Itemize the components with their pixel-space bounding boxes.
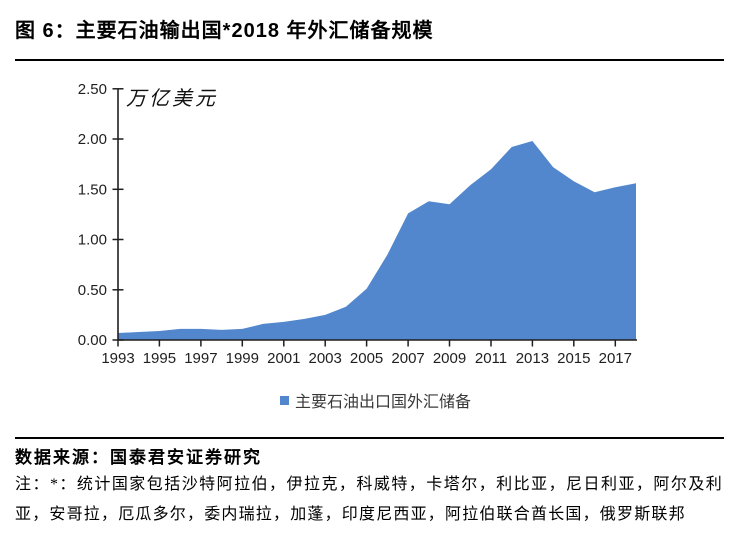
y-tick-label: 0.50: [78, 282, 107, 299]
y-tick-label: 0.00: [78, 332, 107, 349]
plot-svg: 0.00 0.50 1.00 1.50 2.00 2.50 1993 1995 1997 1999…: [78, 81, 637, 367]
blue-square-icon: [279, 395, 289, 405]
x-tick-label: 2003: [309, 350, 342, 367]
x-tick-label: 2017: [599, 350, 632, 367]
x-tick-label: 2005: [350, 350, 383, 367]
y-tick-label: 2.50: [78, 81, 107, 98]
x-tick-label: 1997: [184, 350, 217, 367]
x-tick-label: 2015: [557, 350, 590, 367]
footnote: 注：*：统计国家包括沙特阿拉伯，伊拉克，科威特，卡塔尔，利比亚，尼日利亚，阿尔及…: [15, 476, 723, 523]
y-tick-label: 1.50: [78, 181, 107, 198]
x-tick-label: 1993: [101, 350, 134, 367]
x-tick-label: 1999: [226, 350, 259, 367]
x-tick-label: 2009: [433, 350, 466, 367]
title-divider: [15, 59, 724, 61]
x-tick-label: 2013: [516, 350, 549, 367]
x-tick-label: 1995: [143, 350, 176, 367]
area-series: [118, 141, 636, 340]
figure-title: 图 6：主要石油输出国*2018 年外汇储备规模: [15, 20, 434, 42]
area-chart: 0.00 0.50 1.00 1.50 2.00 2.50 1993 1995 1997 1999…: [0, 70, 739, 382]
y-tick-label: 2.00: [78, 131, 107, 148]
legend-label: 主要石油出口国外汇储备: [294, 394, 471, 411]
x-tick-label: 2011: [475, 350, 507, 367]
legend: 主要石油出口国外汇储备: [6, 391, 739, 411]
x-tick-label: 2007: [391, 350, 424, 367]
y-tick-label: 1.00: [78, 232, 107, 249]
data-source: 数据来源：国泰君安证券研究: [15, 448, 262, 467]
footer-divider: [15, 437, 724, 439]
unit-label: 万亿美元: [126, 88, 218, 110]
x-tick-label: 2001: [267, 350, 300, 367]
